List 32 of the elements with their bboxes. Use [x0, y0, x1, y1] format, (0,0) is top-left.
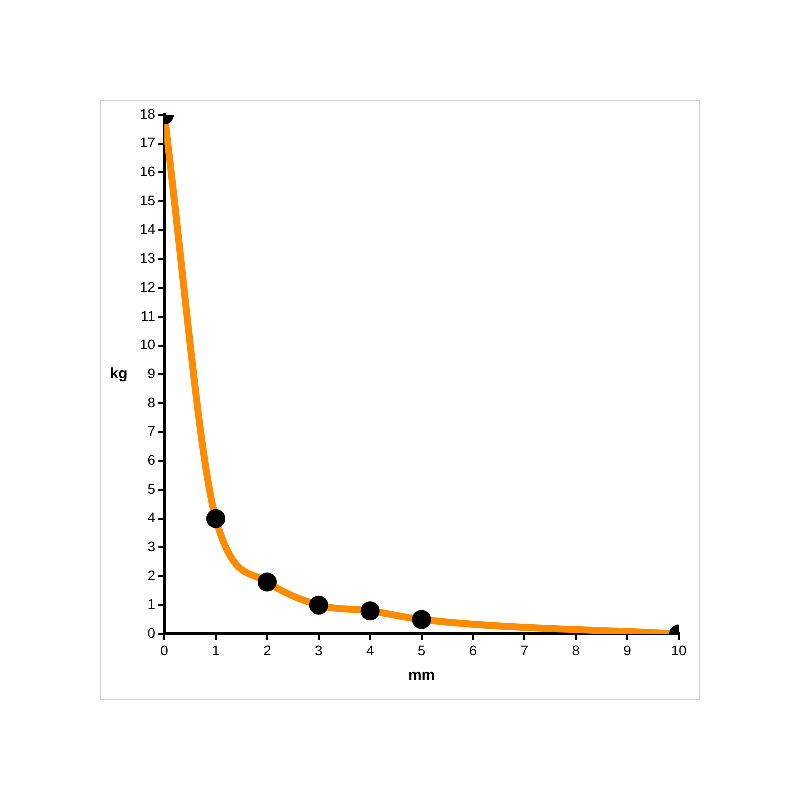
y-tick-label: 5 — [148, 480, 156, 497]
y-tick-label: 17 — [140, 134, 156, 151]
x-tick-label: 9 — [624, 642, 632, 658]
y-tick-label: 3 — [148, 538, 156, 555]
y-tick-label: 14 — [140, 221, 156, 238]
x-tick-label: 4 — [366, 642, 374, 658]
y-tick-label: 9 — [148, 365, 156, 382]
x-tick-label: 10 — [671, 642, 687, 658]
y-tick-label: 7 — [148, 423, 156, 440]
x-axis-title: mm — [408, 667, 436, 684]
y-tick-label: 18 — [140, 106, 156, 122]
y-tick-label: 11 — [141, 308, 156, 324]
y-tick-label: 10 — [140, 336, 156, 353]
y-tick-label: 13 — [140, 250, 156, 266]
x-tick-label: 8 — [572, 642, 580, 658]
x-tick-label: 7 — [520, 642, 529, 658]
y-axis-title: kg — [110, 366, 128, 383]
y-tick-label: 0 — [148, 625, 156, 642]
x-tick-label: 3 — [315, 642, 323, 658]
x-tick-label: 1 — [212, 642, 220, 658]
y-tick-label: 8 — [148, 394, 156, 410]
x-tick-label: 5 — [418, 642, 426, 658]
y-tick-label: 2 — [148, 567, 156, 584]
x-tick-label: 6 — [469, 642, 478, 658]
y-tick-label: 6 — [148, 452, 156, 468]
x-tick-label: 2 — [264, 642, 272, 658]
x-tick-label: 0 — [160, 642, 169, 658]
y-tick-label: 15 — [140, 192, 156, 208]
y-tick-label: 1 — [148, 596, 156, 612]
y-tick-label: 16 — [140, 164, 156, 180]
y-tick-label: 4 — [148, 510, 156, 526]
y-tick-label: 12 — [140, 278, 156, 295]
